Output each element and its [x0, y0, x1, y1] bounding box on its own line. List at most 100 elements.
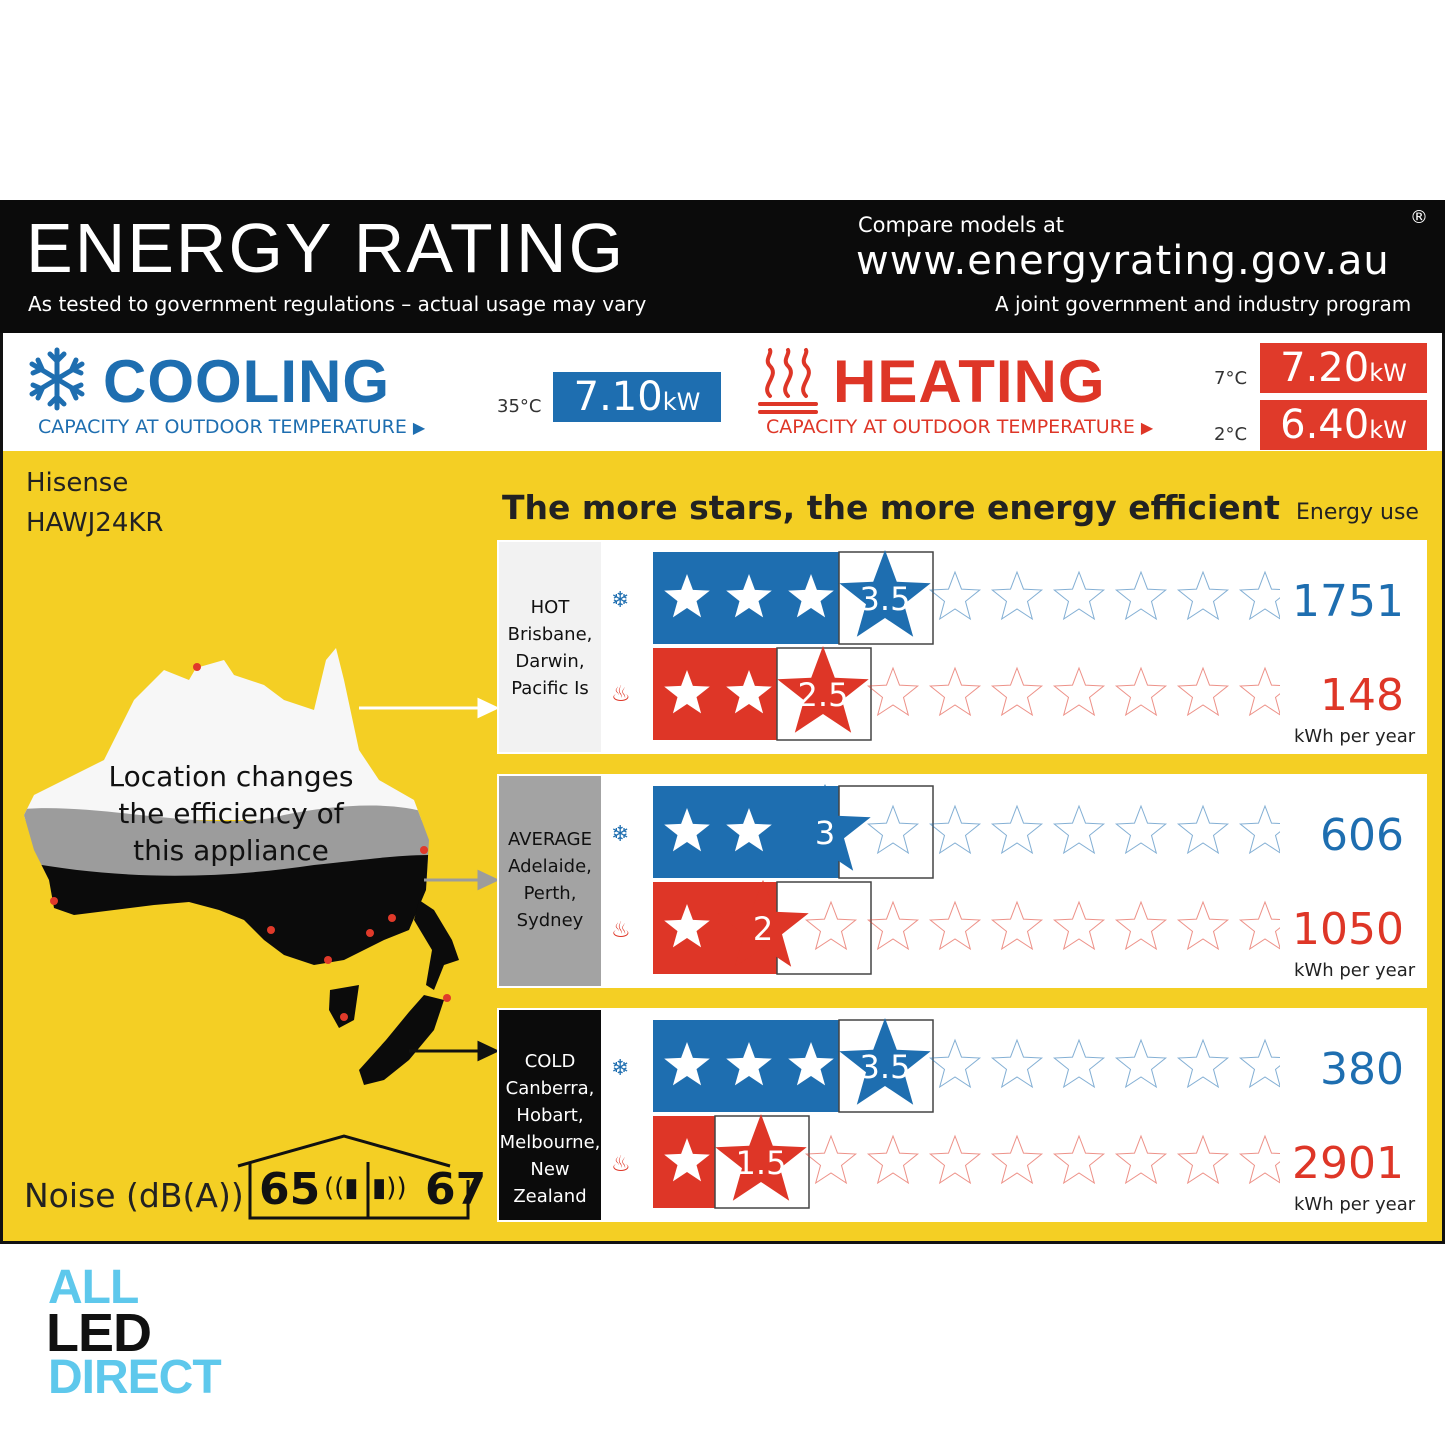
heating-empty-star	[1114, 666, 1168, 717]
cooling-rating-value: 3	[815, 814, 835, 852]
heating-empty-star	[1052, 666, 1106, 717]
heating-energy-hot: 148	[1320, 670, 1404, 721]
cooling-empty-star	[1176, 804, 1230, 855]
heating-empty-star	[866, 1134, 920, 1185]
heating-filled-star	[664, 670, 710, 714]
cooling-empty-star	[1052, 804, 1106, 855]
zone-city: New Zealand	[513, 1159, 587, 1207]
cooling-empty-star	[1238, 570, 1280, 621]
zone-label-hot: HOT Brisbane, Darwin, Pacific Is	[499, 542, 601, 752]
kwh-label: kWh per year	[1294, 960, 1416, 981]
cooling-title: COOLING	[103, 348, 390, 415]
zone-city: Pacific Is	[511, 678, 589, 699]
cooling-empty-star	[1114, 570, 1168, 621]
map-caption-line: Location changes	[108, 760, 354, 793]
heating-capacity-box-b: 6.40kW	[1260, 400, 1427, 450]
joint-program-text: A joint government and industry program	[995, 292, 1412, 316]
heating-filled-star	[664, 904, 710, 948]
cooling-energy-cold: 380	[1320, 1044, 1404, 1095]
heating-empty-star	[1114, 900, 1168, 951]
cooling-filled-star	[664, 1042, 710, 1086]
logo-line-led: LED	[46, 1303, 152, 1363]
kwh-label: kWh per year	[1294, 726, 1416, 747]
snowflake-icon: ❄	[611, 822, 630, 847]
heating-rating-star	[717, 880, 809, 967]
zone-city: Darwin,	[515, 651, 585, 672]
cooling-temperature: 35°C	[497, 396, 542, 417]
cooling-empty-star	[928, 570, 982, 621]
cooling-rating-star	[839, 1018, 931, 1105]
cooling-capacity-box: 7.10kW	[553, 372, 721, 422]
zone-name: HOT	[530, 597, 570, 618]
cooling-rating-value: 3.5	[860, 1048, 911, 1086]
zone-panel-average	[497, 774, 1427, 988]
heating-temperature-b: 2°C	[1214, 424, 1248, 445]
heat-waves-icon: ♨	[611, 1152, 631, 1177]
zone-city: Canberra,	[505, 1078, 595, 1099]
heating-empty-star	[928, 666, 982, 717]
cooling-filled-star	[788, 1042, 834, 1086]
heating-subtitle: CAPACITY AT OUTDOOR TEMPERATURE ▶	[766, 416, 1154, 438]
star-rating-hot: 3.5 2.5	[653, 550, 1280, 741]
cooling-empty-star	[1176, 570, 1230, 621]
climate-zone-map	[24, 648, 500, 1085]
model-number: HAWJ24KR	[26, 508, 164, 538]
efficiency-tagline: The more stars, the more energy efficien…	[502, 488, 1280, 527]
heat-waves-icon: ♨	[611, 682, 631, 707]
heating-empty-star	[1114, 1134, 1168, 1185]
snowflake-icon	[29, 347, 85, 411]
cooling-empty-star	[928, 804, 982, 855]
zone-city: Hobart,	[516, 1105, 584, 1126]
heat-waves-icon: ♨	[611, 918, 631, 943]
heating-temperature-a: 7°C	[1214, 368, 1248, 389]
energy-use-heading: Energy use	[1296, 500, 1419, 525]
cooling-filled-star	[788, 574, 834, 618]
svg-text:▮)): ▮))	[372, 1173, 407, 1203]
cooling-rating-value: 3.5	[860, 580, 911, 618]
compare-text: Compare models at	[858, 213, 1065, 237]
heating-empty-star	[928, 900, 982, 951]
zone-name: AVERAGE	[508, 829, 592, 850]
logo-line-all: ALL	[48, 1261, 139, 1314]
heating-empty-star	[1176, 1134, 1230, 1185]
noise-label: Noise (dB(A))	[24, 1176, 244, 1215]
zone-city: Adelaide,	[508, 856, 592, 877]
house-noise-icon: ((▮ ▮))	[237, 1134, 470, 1220]
cooling-rating-badge-box	[838, 785, 934, 879]
map-caption-line: this appliance	[133, 834, 329, 867]
website-url: www.energyrating.gov.au	[856, 238, 1390, 284]
svg-text:((▮: ((▮	[324, 1173, 359, 1203]
heating-empty-star	[804, 900, 858, 951]
zone-city: Melbourne,	[499, 1132, 601, 1153]
heating-empty-star	[1176, 900, 1230, 951]
cooling-filled-star	[664, 808, 710, 852]
heating-empty-star	[1052, 900, 1106, 951]
kwh-label: kWh per year	[1294, 1194, 1416, 1215]
indoor-noise-value: 65	[259, 1164, 321, 1215]
heating-empty-star	[1176, 666, 1230, 717]
heating-energy-cold: 2901	[1292, 1138, 1404, 1189]
cooling-filled-star	[726, 808, 772, 852]
heating-rating-value: 1.5	[736, 1144, 787, 1182]
zone-panel-hot	[497, 540, 1427, 754]
cooling-subtitle: CAPACITY AT OUTDOOR TEMPERATURE ▶	[38, 416, 426, 438]
registered-mark: ®	[1410, 207, 1428, 228]
heating-empty-star	[990, 900, 1044, 951]
brand-name: Hisense	[26, 468, 129, 498]
snowflake-icon: ❄	[611, 1056, 630, 1081]
zone-city: Sydney	[516, 910, 584, 931]
label-title: ENERGY RATING	[26, 209, 626, 287]
zone-panel-cold	[497, 1008, 1427, 1222]
cooling-empty-star	[990, 804, 1044, 855]
star-rating-cold: 3.5 1.5	[653, 1018, 1280, 1209]
logo-line-direct: DIRECT	[48, 1351, 222, 1404]
zone-label-average: AVERAGE Adelaide, Perth, Sydney	[499, 776, 601, 986]
cooling-empty-star	[1238, 1038, 1280, 1089]
zone-city: Brisbane,	[507, 624, 593, 645]
cooling-empty-star	[1114, 804, 1168, 855]
star-rating-average: 32	[653, 784, 1280, 975]
heating-empty-star	[1238, 666, 1280, 717]
map-caption: Location changes the efficiency of this …	[72, 758, 390, 869]
heating-rating-star	[715, 1114, 807, 1201]
heating-empty-star	[928, 1134, 982, 1185]
